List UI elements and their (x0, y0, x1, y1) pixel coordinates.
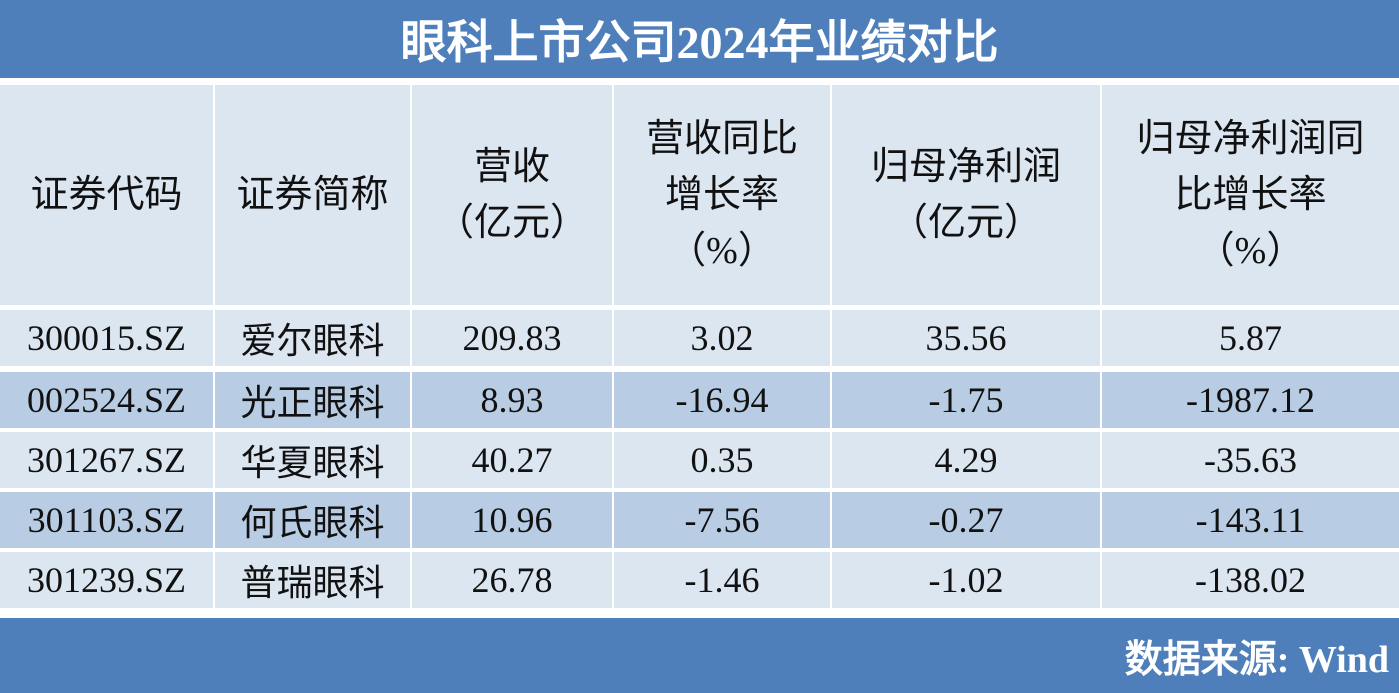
table-cell: 爱尔眼科 (215, 310, 410, 366)
table-cell: 26.78 (412, 552, 612, 608)
table-cell: 35.56 (832, 310, 1100, 366)
table-cell: 何氏眼科 (215, 492, 410, 548)
table-cell: -1.46 (614, 552, 830, 608)
header-cell: 归母净利润同 比增长率 （%） (1102, 85, 1399, 305)
table-cell: 0.35 (614, 432, 830, 488)
source: 数据来源: Wind (0, 618, 1399, 693)
table-cell: 301239.SZ (0, 552, 213, 608)
header-line: 比增长率 (1174, 174, 1327, 216)
table-cell: 8.93 (412, 372, 612, 428)
table-cell: 10.96 (412, 492, 612, 548)
table-cell: 40.27 (412, 432, 612, 488)
table-cell: 光正眼科 (215, 372, 410, 428)
header-line: 营收 (473, 146, 550, 188)
table-cell: -0.27 (832, 492, 1100, 548)
header-cell: 归母净利润 （亿元） (832, 85, 1100, 305)
header-line: （亿元） (889, 202, 1042, 244)
table-cell: 华夏眼科 (215, 432, 410, 488)
header-cell: 证券简称 (215, 85, 410, 305)
table-cell: 3.02 (614, 310, 830, 366)
header-cell: 营收 （亿元） (412, 85, 612, 305)
table-cell: -1.75 (832, 372, 1100, 428)
header-cell: 证券代码 (0, 85, 213, 305)
table-cell: -1987.12 (1102, 372, 1399, 428)
header-line: （%） (668, 230, 776, 272)
table-cell: 300015.SZ (0, 310, 213, 366)
table-cell: 301103.SZ (0, 492, 213, 548)
table-cell: -1.02 (832, 552, 1100, 608)
table-cell: -7.56 (614, 492, 830, 548)
header-line: 归母净利润同 (1136, 118, 1365, 160)
header-line: 证券简称 (236, 174, 389, 216)
header-line: （亿元） (435, 202, 588, 244)
table-cell: 301267.SZ (0, 432, 213, 488)
header-line: （%） (1196, 230, 1305, 272)
title: 眼科上市公司2024年业绩对比 (0, 0, 1399, 78)
header-line: 增长率 (664, 174, 779, 216)
header-line: 营收同比 (645, 118, 798, 160)
table-cell: -16.94 (614, 372, 830, 428)
header-cell: 营收同比增长率 （%） (614, 85, 830, 305)
header-line: 归母净利润 (870, 146, 1061, 188)
table-cell: -138.02 (1102, 552, 1399, 608)
table-cell: 普瑞眼科 (215, 552, 410, 608)
table-cell: -35.63 (1102, 432, 1399, 488)
table-cell: 209.83 (412, 310, 612, 366)
table-cell: 5.87 (1102, 310, 1399, 366)
table-cell: -143.11 (1102, 492, 1399, 548)
header-line: 证券代码 (30, 174, 183, 216)
table-cell: 4.29 (832, 432, 1100, 488)
table-cell: 002524.SZ (0, 372, 213, 428)
